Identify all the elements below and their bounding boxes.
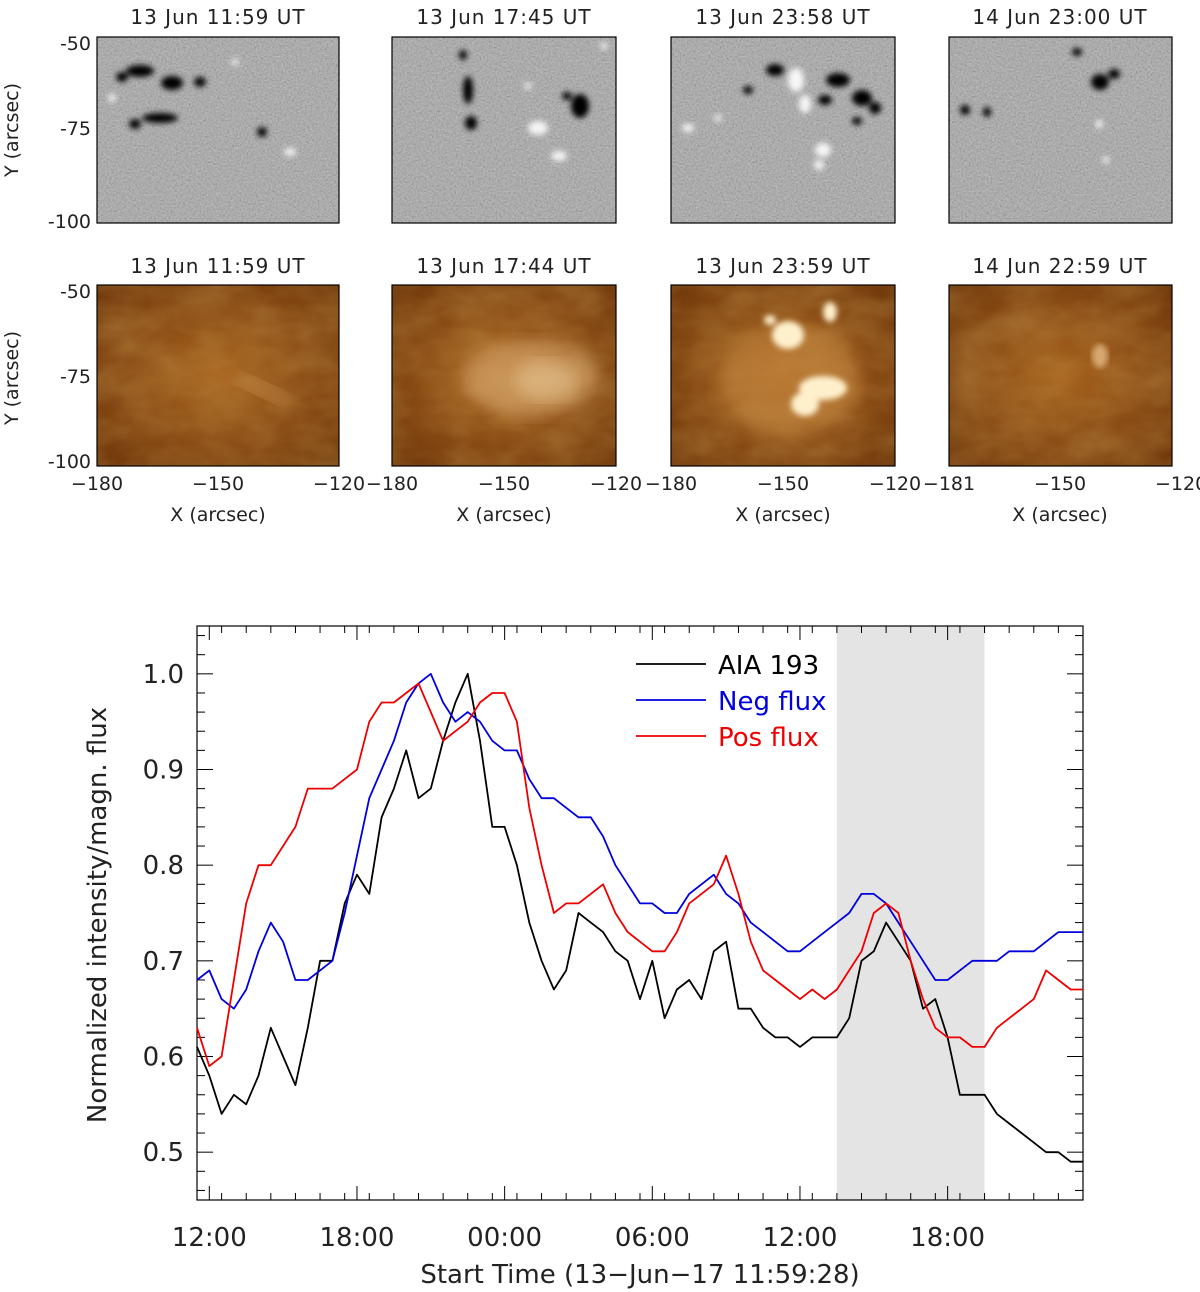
- hmi-titles: 13 Jun 11:59 UT 13 Jun 17:45 UT 13 Jun 2…: [130, 5, 1147, 29]
- aia-panel-2: [391, 284, 617, 467]
- y-tick-label: 0.9: [143, 756, 184, 786]
- x-tick: −120: [590, 473, 642, 495]
- x-tick: −180: [71, 473, 123, 495]
- hmi-y-axis: -50 -75 -100 Y (arcsec): [1, 33, 91, 233]
- aia-title-2: 13 Jun 17:44 UT: [416, 254, 591, 278]
- x-tick-label: 06:00: [615, 1223, 690, 1253]
- x-tick: −180: [645, 473, 697, 495]
- x-axis-label: X (arcsec): [1012, 504, 1107, 526]
- image-panels: 13 Jun 11:59 UT 13 Jun 17:45 UT 13 Jun 2…: [1, 5, 1200, 526]
- aia-y-tick-2: -75: [60, 366, 91, 388]
- x-tick: −181: [923, 473, 975, 495]
- x-tick: −150: [757, 473, 809, 495]
- aia-y-axis: -50 -75 -100 Y (arcsec): [1, 281, 91, 473]
- shaded-interval: [836, 626, 985, 1200]
- aia-y-tick-1: -50: [60, 281, 91, 303]
- hmi-panel-3: [670, 36, 896, 224]
- hmi-panel-1: [96, 36, 340, 224]
- series-line-pos-flux: [196, 682, 1083, 1067]
- x-axis-label: X (arcsec): [735, 504, 830, 526]
- hmi-title-1: 13 Jun 11:59 UT: [130, 5, 305, 29]
- x-tick-label: 00:00: [467, 1223, 542, 1253]
- x-tick: −180: [366, 473, 418, 495]
- x-tick: −120: [869, 473, 921, 495]
- aia-x-axis-4: −181 −150 −120 X (arcsec): [923, 473, 1200, 526]
- aia-y-label: Y (arcsec): [1, 331, 23, 426]
- legend-label: AIA 193: [718, 651, 819, 681]
- y-tick-label: 0.8: [143, 851, 184, 881]
- x-tick: −150: [192, 473, 244, 495]
- hmi-panel-4: [948, 36, 1173, 224]
- y-tick-label: 0.5: [143, 1138, 184, 1168]
- aia-x-axis-2: −180 −150 −120 X (arcsec): [366, 473, 642, 526]
- series-line-neg-flux: [196, 672, 1083, 1010]
- legend-label: Neg flux: [718, 687, 826, 717]
- x-axis-label: X (arcsec): [456, 504, 551, 526]
- aia-panel-3: [670, 284, 896, 467]
- hmi-y-tick-1: -50: [60, 33, 91, 55]
- x-tick: −150: [478, 473, 530, 495]
- hmi-title-3: 13 Jun 23:58 UT: [695, 5, 870, 29]
- x-axis-label: X (arcsec): [170, 504, 265, 526]
- aia-y-tick-3: -100: [48, 451, 91, 473]
- hmi-title-4: 14 Jun 23:00 UT: [972, 5, 1147, 29]
- chart-y-label: Normalized intensity/magn. flux: [83, 707, 113, 1123]
- x-tick: −120: [1155, 473, 1200, 495]
- aia-panel-4: [948, 284, 1173, 467]
- hmi-y-tick-2: -75: [60, 118, 91, 140]
- y-tick-label: 0.6: [143, 1043, 184, 1073]
- line-chart: 12:00 18:00 00:00 06:00 12:00 18:00 0.5 0.6 0.7 0…: [83, 625, 1084, 1290]
- x-tick-label: 12:00: [763, 1223, 838, 1253]
- x-tick-label: 18:00: [320, 1223, 395, 1253]
- series-line-aia-193: [196, 672, 1083, 1163]
- legend-label: Pos flux: [718, 723, 819, 753]
- hmi-title-2: 13 Jun 17:45 UT: [416, 5, 591, 29]
- x-tick: −150: [1034, 473, 1086, 495]
- hmi-panel-2: [391, 36, 617, 224]
- hmi-y-tick-3: -100: [48, 211, 91, 233]
- x-tick: −120: [313, 473, 365, 495]
- x-tick-label: 12:00: [172, 1223, 247, 1253]
- y-tick-label: 0.7: [143, 947, 184, 977]
- x-tick-label: 18:00: [910, 1223, 985, 1253]
- aia-panel-1: [96, 284, 340, 467]
- aia-x-axis-3: −180 −150 −120 X (arcsec): [645, 473, 921, 526]
- hmi-y-label: Y (arcsec): [1, 83, 23, 178]
- aia-title-3: 13 Jun 23:59 UT: [695, 254, 870, 278]
- aia-x-axis-1: −180 −150 −120 X (arcsec): [71, 473, 365, 526]
- aia-title-1: 13 Jun 11:59 UT: [130, 254, 305, 278]
- y-tick-label: 1.0: [143, 660, 184, 690]
- aia-titles: 13 Jun 11:59 UT 13 Jun 17:44 UT 13 Jun 2…: [130, 254, 1147, 278]
- aia-title-4: 14 Jun 22:59 UT: [972, 254, 1147, 278]
- chart-x-label: Start Time (13−Jun−17 11:59:28): [420, 1260, 859, 1290]
